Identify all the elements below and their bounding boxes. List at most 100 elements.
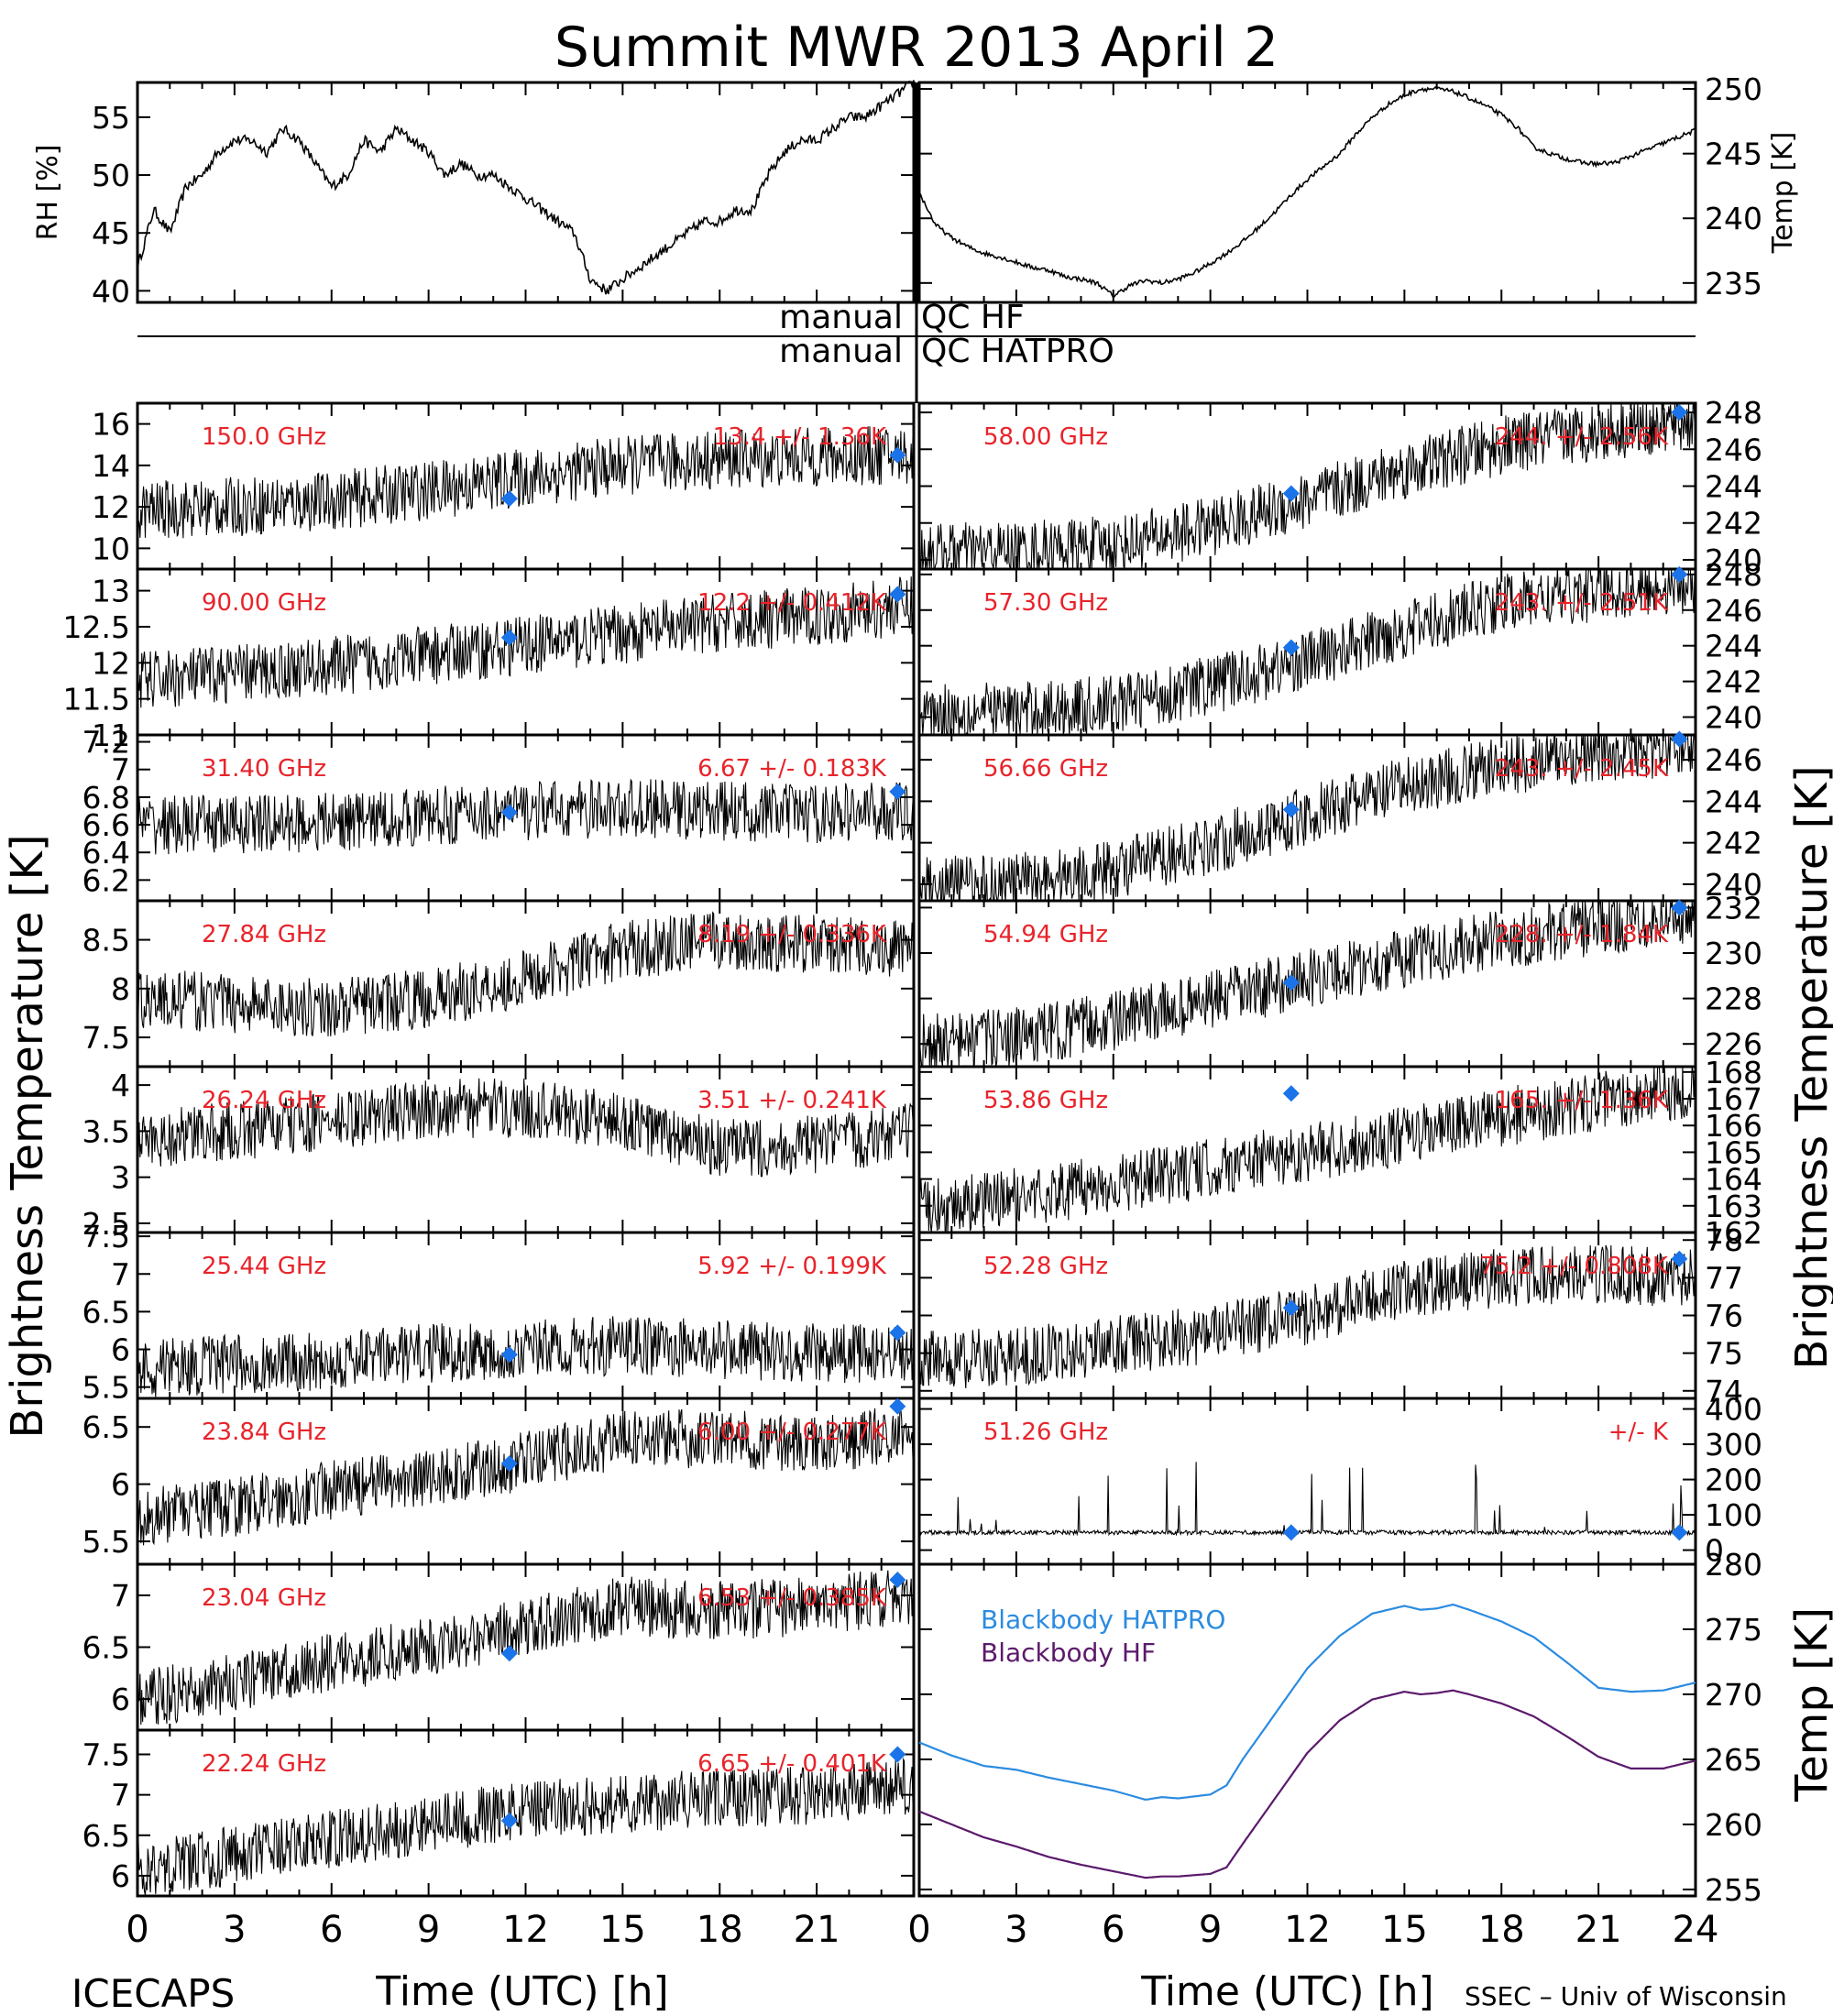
ch-51.26-panel-ytick-label: 100 <box>1705 1497 1762 1533</box>
x-tick-label-right: 15 <box>1381 1909 1428 1951</box>
x-tick-label-left: 15 <box>599 1909 646 1951</box>
ch-54.94-panel-stat-label: 228. +/- 1.84K <box>1495 921 1669 948</box>
ch-25.44-panel-ytick-label: 6.5 <box>82 1294 130 1330</box>
ch-23.84-panel-sounding-point <box>889 1397 906 1415</box>
blackbody-panel-ytick-label: 255 <box>1705 1872 1762 1908</box>
ch-25.44-panel-ytick-label: 7.5 <box>82 1219 130 1255</box>
ch-31.40-panel-ytick-label: 6.2 <box>82 862 130 898</box>
ch-53.86-panel-stat-label: 165. +/- 1.36K <box>1495 1087 1669 1114</box>
ch-150.00-panel-sounding-point <box>889 446 906 464</box>
temp-panel-ytick-label: 250 <box>1705 71 1762 107</box>
ch-26.24-panel-ytick-label: 3 <box>111 1160 130 1196</box>
ch-23.04-panel-stat-label: 6.53 +/- 0.385K <box>697 1584 887 1612</box>
ch-52.28-panel-ytick-label: 76 <box>1705 1298 1743 1334</box>
x-tick-label-right: 6 <box>1102 1909 1125 1951</box>
x-tick-label-left: 3 <box>223 1909 246 1951</box>
ch-26.24-panel-ytick-label: 3.5 <box>82 1113 130 1149</box>
ch-26.24-panel-axes: 2.5 3 3.5 4 26.24 GHz 3.51 +/- 0.241K <box>82 1065 916 1242</box>
ch-31.40-panel-ytick-label: 7.2 <box>82 725 130 761</box>
x-tick-label-right: 24 <box>1673 1909 1719 1951</box>
rh-panel-ytick-label: 50 <box>92 158 130 193</box>
rh-ylabel: RH [%] <box>32 145 64 241</box>
ch-56.66-panel-channel-label: 56.66 GHz <box>983 755 1108 783</box>
ch-57.30-panel-ytick-label: 248 <box>1705 557 1762 593</box>
temp-panel-ytick-label: 240 <box>1705 201 1762 236</box>
ch-26.24-panel-series <box>137 1078 915 1178</box>
ch-31.40-panel-series <box>137 778 915 855</box>
ch-150.00-panel-ytick-label: 16 <box>92 407 130 443</box>
ch-57.30-panel-ytick-label: 244 <box>1705 629 1762 664</box>
ch-54.94-panel-series <box>918 900 1696 1068</box>
ch-22.24-panel-sounding-point <box>500 1812 518 1829</box>
ch-57.30-panel-series <box>918 568 1696 737</box>
ch-90.00-panel-series <box>137 576 915 708</box>
blackbody-legend-1: Blackbody HF <box>981 1638 1156 1668</box>
ch-53.86-panel-ytick-label: 167 <box>1705 1081 1762 1117</box>
ch-58.00-panel-ytick-label: 246 <box>1705 432 1762 467</box>
ch-52.28-panel-channel-label: 52.28 GHz <box>983 1253 1108 1280</box>
ch-31.40-panel-ytick-label: 6.6 <box>82 807 130 843</box>
ch-53.86-panel-ytick-label: 162 <box>1705 1215 1762 1251</box>
ch-26.24-panel-ytick-label: 4 <box>111 1068 130 1103</box>
ch-57.30-panel-sounding-point <box>1671 565 1688 583</box>
ch-58.00-panel-stat-label: 244. +/- 2.56K <box>1495 423 1669 451</box>
ch-51.26-panel-ytick-label: 200 <box>1705 1463 1762 1498</box>
ch-25.44-panel-sounding-point <box>889 1324 906 1342</box>
ch-27.84-panel-axes: 7.5 8 8.5 27.84 GHz 8.19 +/- 0.336K <box>82 899 916 1068</box>
ch-57.30-panel-channel-label: 57.30 GHz <box>983 589 1108 617</box>
ch-27.84-panel-ytick-label: 8.5 <box>82 923 130 959</box>
ch-23.04-panel-axes: 6 6.5 7 23.04 GHz 6.53 +/- 0.385K <box>82 1562 916 1732</box>
ch-25.44-panel-axes: 5.566.577.5 25.44 GHz 5.92 +/- 0.199K <box>82 1219 916 1406</box>
ch-23.04-panel-sounding-point <box>889 1571 906 1588</box>
ch-25.44-panel-ytick-label: 7 <box>111 1256 130 1292</box>
ch-52.28-panel-ytick-label: 78 <box>1705 1222 1743 1258</box>
ch-52.28-panel-ytick-label: 77 <box>1705 1260 1743 1296</box>
ch-90.00-panel-sounding-point <box>889 586 906 603</box>
ch-58.00-panel-sounding-point <box>1282 485 1300 502</box>
ch-150.00-panel-ytick-label: 14 <box>92 448 130 484</box>
blackbody-series-1 <box>918 1689 1696 1879</box>
ch-90.00-panel-ytick-label: 13 <box>92 574 130 609</box>
blackbody-panel-ytick-label: 275 <box>1705 1612 1762 1648</box>
ch-31.40-panel-ytick-label: 6.4 <box>82 835 130 871</box>
ch-27.84-panel-ytick-label: 8 <box>111 971 130 1007</box>
ch-58.00-panel-ytick-label: 244 <box>1705 469 1762 505</box>
ch-54.94-panel-ytick-label: 230 <box>1705 936 1762 971</box>
ch-23.04-panel-ytick-label: 7 <box>111 1578 130 1614</box>
ch-90.00-panel-ytick-label: 12 <box>92 645 130 681</box>
ch-53.86-panel-ytick-label: 164 <box>1705 1162 1762 1198</box>
ch-58.00-panel-ytick-label: 240 <box>1705 542 1762 578</box>
ch-22.24-panel-stat-label: 6.65 +/- 0.401K <box>697 1750 887 1778</box>
ch-25.44-panel-sounding-point <box>500 1346 518 1364</box>
ch-31.40-panel-stat-label: 6.67 +/- 0.183K <box>697 755 887 783</box>
ch-54.94-panel-ytick-label: 226 <box>1705 1026 1762 1062</box>
rh-panel-axes: 40 45 50 55 RH [%] <box>32 80 916 309</box>
ch-56.66-panel-ytick-label: 242 <box>1705 826 1762 861</box>
ch-56.66-panel-stat-label: 243. +/- 2.45K <box>1495 755 1669 783</box>
ch-31.40-panel-sounding-point <box>889 783 906 800</box>
qc-right-top: QC HF <box>921 299 1025 336</box>
ch-51.26-panel-stat-label: +/- K <box>1608 1419 1669 1446</box>
ch-27.84-panel-channel-label: 27.84 GHz <box>202 921 326 948</box>
ch-31.40-panel-axes: 6.26.46.66.877.2 31.40 GHz 6.67 +/- 0.183K <box>82 725 916 903</box>
ch-23.84-panel-series <box>137 1408 915 1546</box>
x-tick-label-right: 3 <box>1004 1909 1027 1951</box>
ch-23.84-panel-ytick-label: 6 <box>111 1467 130 1503</box>
ch-22.24-panel-axes: 6 6.5 7 7.5 22.24 GHz 6.65 +/- 0.401K <box>82 1728 916 1898</box>
ch-54.94-panel-ytick-label: 228 <box>1705 981 1762 1017</box>
ch-57.30-panel-ytick-label: 240 <box>1705 700 1762 736</box>
ch-150.00-panel-stat-label: 13.4 +/- 1.36K <box>713 423 887 451</box>
ch-23.84-panel-stat-label: 6.00 +/- 0.277K <box>697 1419 887 1446</box>
ch-52.28-panel-series <box>918 1244 1696 1389</box>
ch-52.28-panel-ytick-label: 74 <box>1705 1374 1743 1409</box>
ch-54.94-panel-channel-label: 54.94 GHz <box>983 921 1108 948</box>
right-side-label: Brightness Temperature [K] <box>1786 765 1833 1369</box>
blackbody-panel-ytick-label: 280 <box>1705 1547 1762 1583</box>
x-tick-label-left: 0 <box>126 1909 148 1951</box>
ch-25.44-panel-ytick-label: 6 <box>111 1332 130 1368</box>
rh-panel-frame <box>136 81 916 304</box>
ch-54.94-panel-sounding-point <box>1671 899 1688 916</box>
ch-150.00-panel-series <box>137 426 915 539</box>
ch-51.26-panel-ytick-label: 400 <box>1705 1392 1762 1428</box>
